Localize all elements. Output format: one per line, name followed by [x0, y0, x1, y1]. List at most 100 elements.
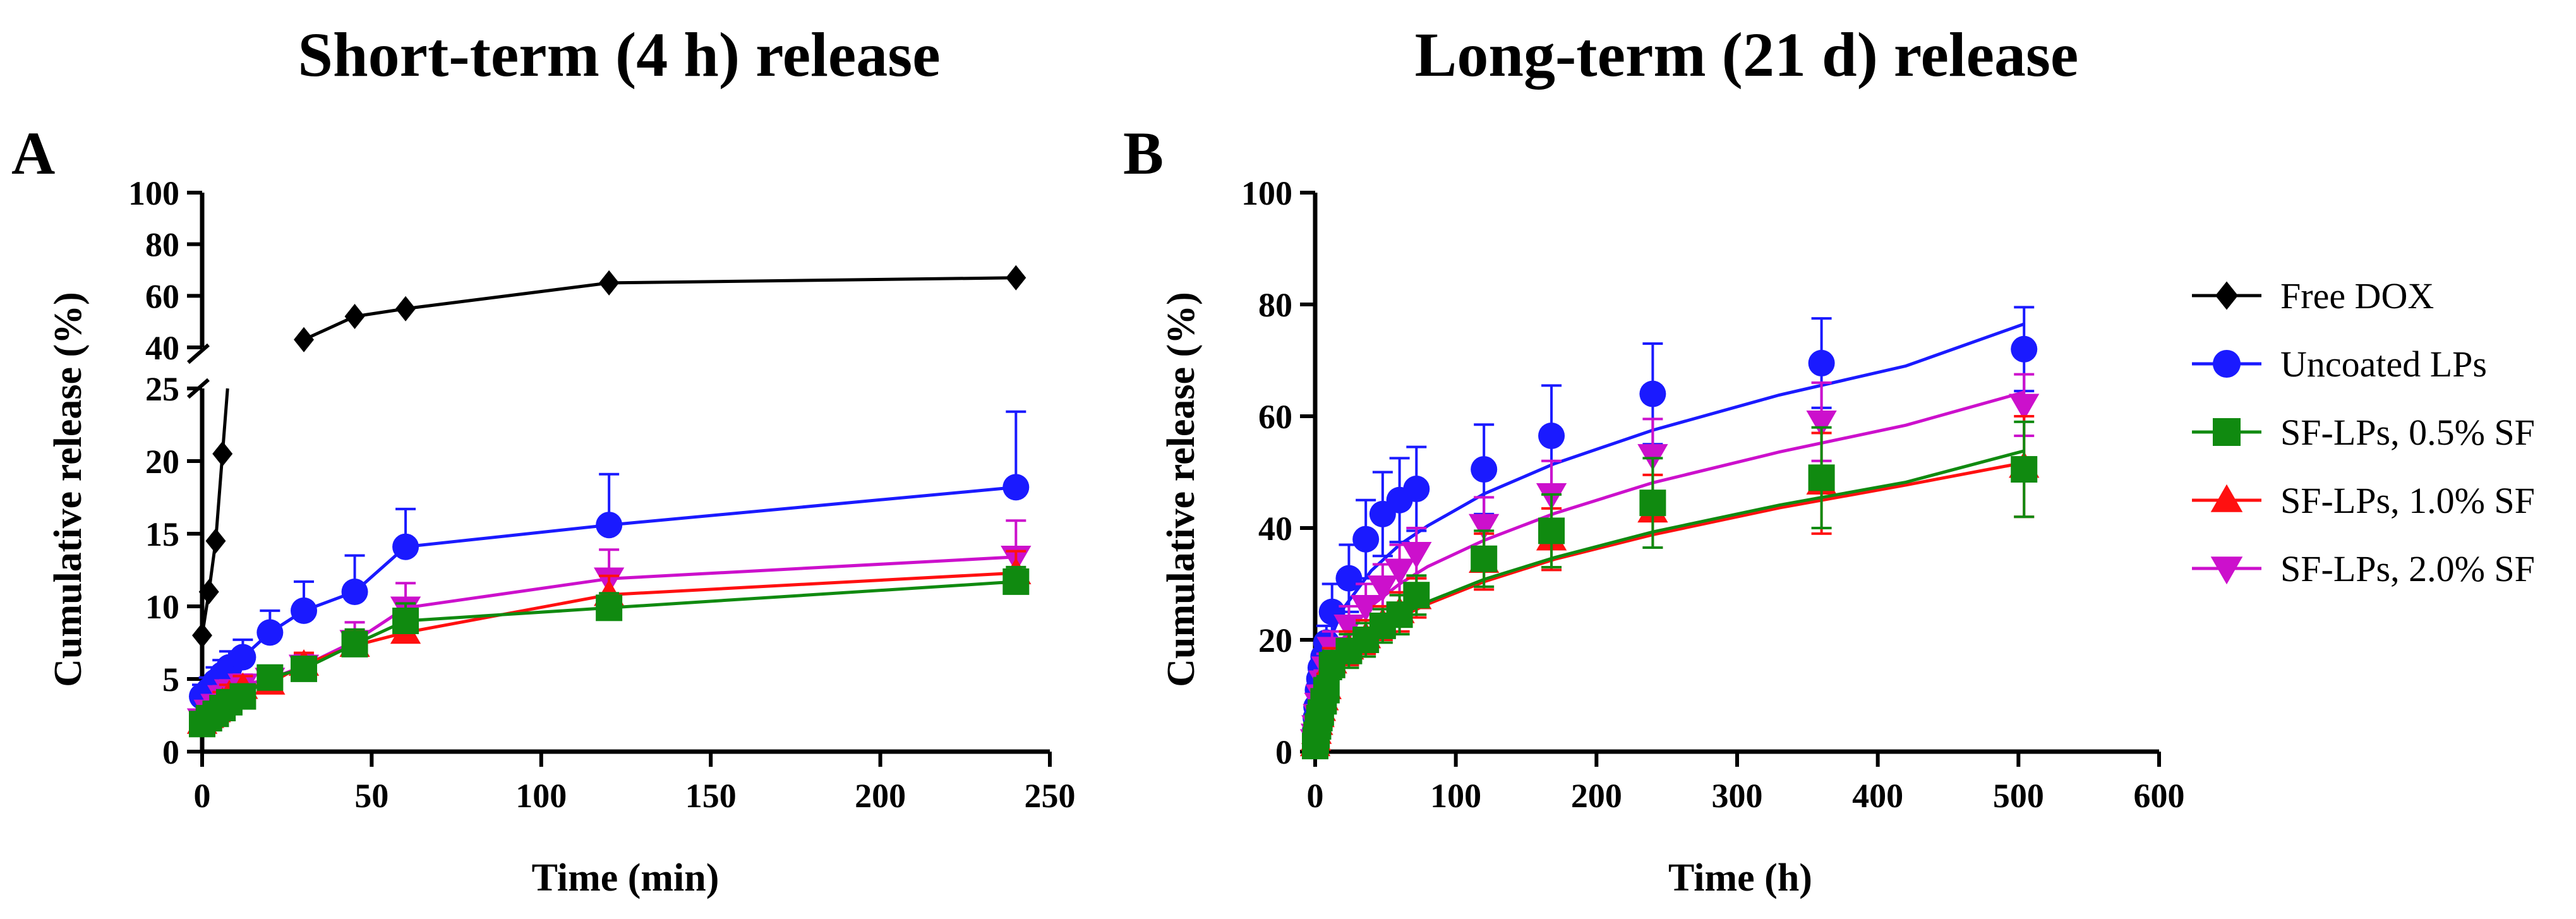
panel-b-data-point [1403, 582, 1430, 609]
panel-b-data-point [1313, 676, 1340, 704]
panel-a-y-tick-label: 5 [162, 661, 179, 699]
panel-b-y-tick-label: 100 [1241, 174, 1292, 212]
panel-b-series [1302, 306, 2038, 744]
legend-entry: Free DOX [2192, 275, 2434, 316]
panel-a-y-tick-label: 40 [145, 329, 179, 367]
panel-a-data-point [205, 528, 226, 554]
panel-a-x-tick-label: 100 [515, 777, 567, 815]
panel-a-x-axis-label: Time (min) [532, 856, 719, 899]
legend: Free DOX Uncoated LPs SF-LPs, 0.5% SF SF-LP… [2192, 275, 2535, 589]
panel-b-data-point [1471, 545, 1498, 572]
panel-a-data-point [1006, 265, 1026, 291]
panel-a-x-tick-label: 50 [354, 777, 388, 815]
legend-marker [2210, 556, 2243, 585]
panel-b-fit-curve [1314, 390, 2025, 733]
panel-a-series-line [609, 555, 1016, 580]
panel-b-data-point [1808, 349, 1835, 376]
panel-a-data-point [256, 664, 284, 691]
panel-b-x-tick-label: 400 [1852, 777, 1903, 815]
panel-b-x-tick-label: 0 [1307, 777, 1324, 815]
panel-a-data-point [395, 296, 416, 321]
panel-a-data-point [198, 579, 219, 604]
legend-marker [2213, 418, 2241, 446]
panel-b-fit-curve [1314, 322, 2025, 727]
panel-a-y-tick-label: 80 [145, 226, 179, 264]
panel-a-series [189, 410, 1030, 710]
panel-b-data-point [1808, 464, 1835, 491]
panel-b-data-point [1403, 476, 1430, 503]
panel-b-data-point [1538, 422, 1565, 449]
panel-a-axis-break-mark [187, 343, 210, 364]
panel-a-y-tick-label: 15 [145, 515, 179, 553]
panel-b-x-tick-label: 500 [1993, 777, 2044, 815]
legend-marker [2213, 350, 2241, 378]
panel-a-data-point [212, 441, 233, 467]
panel-b-data-point [1352, 526, 1380, 553]
panel-a-x-tick-label: 0 [194, 777, 211, 815]
panel-b-x-axis-label: Time (h) [1668, 856, 1812, 899]
legend-entry: SF-LPs, 0.5% SF [2192, 412, 2535, 453]
panel-a-series [189, 565, 1030, 738]
panel-b-data-point [1367, 575, 1399, 603]
legend-entry: Uncoated LPs [2192, 344, 2487, 385]
panel-b-data-point [1351, 595, 1381, 622]
panel-a-data-point [291, 655, 318, 682]
panel-b: Long-term (21 d) release B Time (h) Cumu… [1123, 20, 2185, 899]
panel-a-series [192, 265, 1026, 648]
panel-b-data-point [2011, 456, 2038, 483]
panel-a-series-line [608, 485, 1016, 527]
panel-b-y-tick-label: 0 [1275, 733, 1292, 771]
panel-b-y-tick-label: 40 [1258, 510, 1292, 548]
panel-a-data-point [599, 270, 620, 296]
panel-a-y-tick-label: 60 [145, 277, 179, 315]
panel-b-data-point [1806, 411, 1837, 437]
panel-a-data-point [229, 644, 256, 671]
panel-b-data-point [1639, 380, 1666, 407]
panel-a-data-point [1002, 474, 1030, 501]
panel-a-series-line [405, 281, 610, 311]
panel-a-y-tick-label: 0 [162, 733, 179, 771]
legend-label: SF-LPs, 0.5% SF [2280, 412, 2535, 453]
panel-a-data-point [256, 619, 284, 646]
panel-a-series-line [405, 606, 610, 623]
panel-a-data-point [392, 533, 419, 560]
panel-b-data-point [2011, 335, 2038, 363]
panel-a-data-point [291, 597, 318, 624]
panel-b-data-point [1335, 565, 1363, 592]
panel-b-plot-area: 0 100 200 300 400 500 600 0 20 40 60 80 100 [1241, 174, 2185, 815]
panel-b-y-tick-label: 80 [1258, 286, 1292, 324]
panel-a-y-tick-label: 20 [145, 443, 179, 481]
panel-a-series-line [405, 523, 610, 549]
legend-entry: SF-LPs, 1.0% SF [2192, 480, 2535, 521]
panel-b-x-tick-label: 600 [2134, 777, 2185, 815]
panel-a-series-line [214, 453, 224, 541]
panel-a-y-tick-label: 25 [145, 370, 179, 408]
panel-a-data-point [229, 683, 256, 710]
panel-a-series-line [609, 276, 1016, 285]
panel-b-data-point [2009, 393, 2040, 421]
panel-a-letter: A [11, 119, 55, 187]
panel-a-data-point [294, 327, 315, 352]
panel-b-series [1302, 420, 2038, 760]
legend-marker [2210, 484, 2243, 512]
legend-entry: SF-LPs, 2.0% SF [2192, 548, 2535, 589]
panel-a-series-line [608, 580, 1016, 610]
legend-label: Uncoated LPs [2280, 344, 2487, 385]
panel-b-letter: B [1123, 119, 1164, 187]
panel-a-series-line [303, 315, 356, 342]
panel-b-data-point [1639, 490, 1666, 517]
panel-a-x-tick-label: 250 [1025, 777, 1076, 815]
panel-a-series [186, 550, 1032, 734]
panel-a-data-point [596, 594, 623, 622]
panel-b-data-point [1469, 514, 1500, 541]
panel-a-x-tick-label: 150 [685, 777, 737, 815]
panel-b-data-point [1384, 558, 1415, 586]
panel-a-x-tick-label: 200 [855, 777, 906, 815]
legend-marker [2215, 281, 2238, 310]
panel-a-title: Short-term (4 h) release [298, 20, 940, 90]
panel-a-series-line [405, 577, 610, 610]
panel-a-data-point [341, 630, 368, 658]
panel-b-x-tick-label: 200 [1571, 777, 1622, 815]
